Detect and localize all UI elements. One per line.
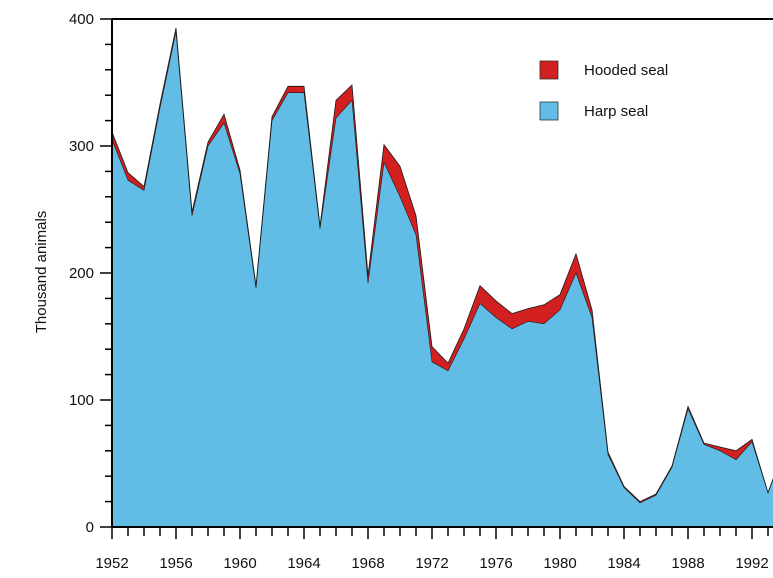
x-tick-label: 1956 — [159, 555, 192, 572]
x-tick-label: 1984 — [607, 555, 640, 572]
x-tick-label: 1976 — [479, 555, 512, 572]
x-tick-label: 1968 — [351, 555, 384, 572]
x-tick-label: 1960 — [223, 555, 256, 572]
axes-layer: 0 100 200 300 400 1952 1956 1960 1964 1968 1972 197… — [69, 11, 773, 572]
y-tick-label: 400 — [69, 11, 94, 28]
x-tick-label: 1980 — [543, 555, 576, 572]
x-tick-label: 1992 — [735, 555, 768, 572]
x-tick-label: 1972 — [415, 555, 448, 572]
legend: Hooded seal Harp seal — [539, 60, 668, 121]
y-tick-label: 100 — [69, 392, 94, 409]
x-tick-label: 1952 — [95, 555, 128, 572]
legend-swatch — [539, 101, 559, 121]
y-tick-label: 200 — [69, 265, 94, 282]
area-layer — [111, 27, 773, 527]
x-tick-label: 1964 — [287, 555, 320, 572]
area-harp-seal — [112, 31, 773, 527]
x-tick-label: 1988 — [671, 555, 704, 572]
legend-label: Hooded seal — [584, 62, 668, 79]
y-axis-label: Thousand animals — [33, 211, 50, 334]
y-tick-label: 0 — [86, 519, 94, 536]
legend-label: Harp seal — [584, 103, 648, 120]
series-outline-1 — [111, 27, 773, 503]
y-tick-label: 300 — [69, 138, 94, 155]
legend-swatch — [539, 60, 559, 80]
